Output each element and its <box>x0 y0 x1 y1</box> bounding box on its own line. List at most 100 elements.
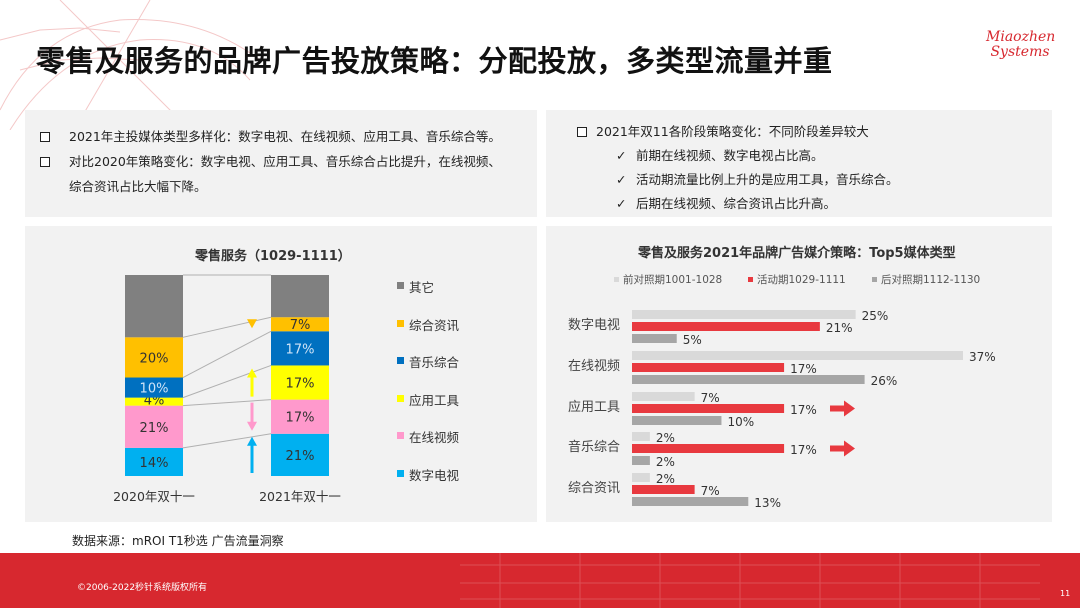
stacked-bar-segment <box>125 447 183 476</box>
left-note-2: 对比2020年策略变化：数字电视、应用工具、音乐综合占比提升，在线视频、 <box>69 154 501 169</box>
horizontal-bar <box>632 310 856 319</box>
legend-swatch <box>397 319 404 327</box>
stacked-bar-value-label: 17% <box>286 377 315 392</box>
horizontal-bar-value-label: 10% <box>727 415 754 429</box>
horizontal-bar-value-label: 26% <box>871 374 898 388</box>
legend-label: 综合资讯 <box>409 317 460 333</box>
legend-swatch <box>397 357 404 364</box>
footer-bar: ©2006-2022秒针系统版权所有 11 <box>0 553 1080 608</box>
horizontal-bar <box>632 375 865 384</box>
horizontal-bar <box>632 473 650 482</box>
stacked-bar-segment <box>125 275 183 338</box>
legend-swatch <box>397 432 404 439</box>
series-connector-line <box>182 316 272 338</box>
horizontal-bar-value-label: 37% <box>969 350 996 364</box>
stacked-bar-segment <box>271 275 329 318</box>
horizontal-bar-chart: 数字电视 25% 21% 5% 在线视频 37% 17% 26% 应用工具 7% 17% 10% 音乐综… <box>568 309 996 510</box>
y-category-label: 数字电视 <box>568 318 620 333</box>
trend-arrow-down-icon <box>247 319 257 329</box>
checkbox-bullet-icon <box>577 127 587 137</box>
horizontal-bar-value-label: 17% <box>790 362 817 376</box>
stacked-bar-segment <box>271 365 329 400</box>
checkbox-bullet-icon <box>40 157 50 167</box>
stacked-chart-title: 零售服务（1029-1111） <box>195 249 351 264</box>
horizontal-bar <box>632 404 785 413</box>
checkbox-bullet-icon <box>40 132 50 142</box>
horizontal-bar-value-label: 13% <box>754 496 781 510</box>
x-tick-label: 2021年双十一 <box>259 489 341 504</box>
logo-line-1: Miaozhen <box>986 29 1056 45</box>
copyright-text: ©2006-2022秒针系统版权所有 <box>77 583 208 593</box>
left-note-3: 综合资讯占比大幅下降。 <box>69 179 207 194</box>
stacked-bar-segment <box>125 397 183 406</box>
horizontal-chart-title: 零售及服务2021年品牌广告媒介策略：Top5媒体类型 <box>638 246 956 261</box>
horizontal-bar-value-label: 17% <box>790 443 817 457</box>
summary-panel-right: 2021年双11各阶段策略变化：不同阶段差异较大 ✓ 前期在线视频、数字电视占比… <box>546 110 1052 217</box>
right-note-2: 活动期流量比例上升的是应用工具，音乐综合。 <box>636 172 899 187</box>
legend-label: 其它 <box>409 280 435 295</box>
series-connector-line <box>182 364 272 399</box>
stacked-bar-segment <box>125 377 183 398</box>
data-source-note: 数据来源：mROI T1秒选 广告流量洞察 <box>72 534 284 548</box>
horizontal-bar <box>632 322 820 331</box>
stacked-bar-value-label: 17% <box>286 342 315 357</box>
trend-arrow-down-icon <box>247 421 257 431</box>
footer-grid-pattern <box>460 553 1040 608</box>
horizontal-bar <box>632 363 785 372</box>
stacked-bar-value-label: 17% <box>286 411 315 426</box>
horizontal-bar <box>632 351 963 360</box>
company-logo: Miaozhen Systems <box>986 29 1056 60</box>
horizontal-bar-value-label: 2% <box>656 455 675 469</box>
y-category-label: 应用工具 <box>568 399 620 415</box>
horizontal-bar <box>632 444 785 453</box>
legend-label: 应用工具 <box>409 392 460 408</box>
right-note-3: 后期在线视频、综合资讯占比升高。 <box>636 196 837 211</box>
trend-arrow-up-icon <box>247 368 257 378</box>
stacked-bar-value-label: 7% <box>290 318 311 333</box>
highlight-arrow-right-icon <box>830 400 855 417</box>
stacked-bar-value-label: 21% <box>286 449 315 464</box>
stacked-bar-segment <box>271 331 329 366</box>
stacked-bar-segment <box>271 399 329 434</box>
series-connector-line <box>182 433 272 449</box>
legend-label: 活动期1029-1111 <box>757 274 846 286</box>
check-icon: ✓ <box>616 172 627 187</box>
highlight-arrow-right-icon <box>830 440 855 457</box>
legend-label: 前对照期1001-1028 <box>623 274 723 286</box>
stacked-bar-segment <box>125 405 183 448</box>
horizontal-bar <box>632 416 722 425</box>
page-title: 零售及服务的品牌广告投放策略：分配投放，多类型流量并重 <box>36 44 833 78</box>
horizontal-bar-value-label: 5% <box>683 333 702 347</box>
right-notes-heading: 2021年双11各阶段策略变化：不同阶段差异较大 <box>596 124 869 139</box>
series-connector-line <box>182 330 272 378</box>
horizontal-bar <box>632 485 695 494</box>
legend-swatch <box>397 394 404 402</box>
horizontal-bar <box>632 432 650 441</box>
stacked-bar-chart: 14%21%4%10%20%2020年双十一21%17%17%17%7%2021… <box>113 274 341 504</box>
summary-panel-left: 2021年主投媒体类型多样化：数字电视、在线视频、应用工具、音乐综合等。 对比2… <box>25 110 537 217</box>
horizontal-bar <box>632 392 695 401</box>
horizontal-bar-value-label: 2% <box>656 431 675 445</box>
horizontal-bar-value-label: 7% <box>701 391 720 405</box>
x-tick-label: 2020年双十一 <box>113 489 195 504</box>
stacked-bar-value-label: 14% <box>140 456 169 471</box>
horizontal-bar <box>632 456 650 465</box>
stacked-bar-value-label: 20% <box>140 351 169 366</box>
check-icon: ✓ <box>616 148 627 163</box>
legend-swatch <box>748 277 753 282</box>
horizontal-bar-value-label: 25% <box>862 309 889 323</box>
series-connector-line <box>182 399 272 407</box>
stacked-bar-value-label: 10% <box>140 382 169 397</box>
legend-label: 后对照期1112-1130 <box>881 274 981 286</box>
horizontal-bar <box>632 497 749 506</box>
left-note-1: 2021年主投媒体类型多样化：数字电视、在线视频、应用工具、音乐综合等。 <box>69 129 501 144</box>
legend-swatch <box>872 277 877 282</box>
legend-label: 在线视频 <box>409 430 460 445</box>
stacked-chart-panel: 零售服务（1029-1111） 14% 21% 4% 10% 20% 2020年双十一 21… <box>25 226 537 522</box>
horizontal-bar-value-label: 2% <box>656 472 675 486</box>
right-note-1: 前期在线视频、数字电视占比高。 <box>636 148 824 163</box>
stacked-bar-segment <box>125 337 183 378</box>
horizontal-bar-value-label: 7% <box>701 484 720 498</box>
stacked-bar-segment <box>271 433 329 476</box>
check-icon: ✓ <box>616 196 627 211</box>
